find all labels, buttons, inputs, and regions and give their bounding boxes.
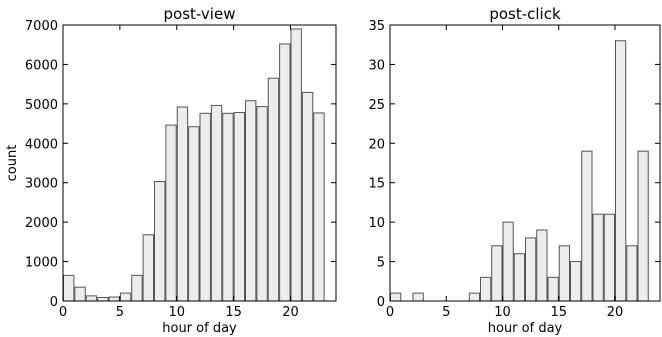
post-view-bar-hour-8 [154,181,166,302]
post-view-bar-hour-3 [97,296,109,302]
post-click-bar-hour-16 [570,261,582,302]
post-click-bar-hour-14 [547,276,559,302]
post-view-axes-frame [62,24,337,302]
post-click-bar-hour-10 [502,221,514,302]
post-click-bars [390,40,649,302]
post-click-bar-hour-11 [513,253,525,302]
post-view-bar-hour-17 [256,106,268,302]
post-view-ylabel: count [5,145,20,182]
post-click-bar-hour-17 [581,150,593,302]
post-click-ytick-label: 15 [368,177,385,192]
post-view-bar-hour-19 [279,43,291,302]
post-view-xtick-label: 20 [282,305,299,320]
post-click-xtick-label: 20 [607,305,624,320]
post-view-bar-hour-2 [85,295,98,302]
post-view-bar-hour-6 [131,274,143,302]
post-click-bar-hour-7 [468,292,480,302]
post-click-ytick-label: 30 [368,58,385,73]
post-view-bar-hour-5 [119,292,132,302]
post-view-bar-hour-0 [63,274,75,302]
post-click-bar-hour-9 [491,245,503,302]
post-view-xtick-label: 10 [168,305,185,320]
post-view-xtick-label: 0 [59,305,67,320]
post-view-bar-hour-1 [74,286,86,302]
post-view-bar-hour-16 [245,100,257,302]
post-click-ticks: 0 5 10 15 20 0 5 10 15 20 25 30 35 [368,19,660,320]
post-click-bar-hour-20 [615,40,627,302]
post-view-ytick-label: 4000 [25,137,58,152]
post-view-ticks: 0 5 10 15 20 0 1000 2000 3000 4000 5000 6000 7000 [25,19,336,320]
post-view-ytick-label: 1000 [25,256,58,271]
post-view-xlabel: hour of day [162,321,237,336]
post-view-ytick-label: 3000 [25,177,58,192]
post-click-panel: post-click hour of day 0 5 10 15 20 0 5 10 15 20 2… [368,5,661,336]
post-view-bar-hour-14 [222,112,234,302]
post-click-xtick-label: 0 [386,305,394,320]
post-click-bar-hour-21 [626,245,638,302]
post-view-ytick-label: 7000 [25,19,58,34]
post-view-bar-hour-12 [199,112,211,302]
post-view-xtick-label: 5 [116,305,124,320]
post-click-bar-hour-18 [592,213,604,302]
post-click-xlabel: hour of day [488,321,563,336]
post-view-title: post-view [164,5,236,23]
post-view-ytick-label: 2000 [25,216,58,231]
post-click-bar-hour-15 [558,245,570,302]
post-click-axes-frame [389,24,661,302]
post-view-bar-hour-15 [233,112,245,302]
post-view-xtick-label: 15 [225,305,242,320]
post-click-ytick-label: 0 [377,295,385,310]
post-view-bar-hour-9 [165,124,177,302]
post-click-ytick-label: 35 [368,19,385,34]
post-view-bar-hour-11 [188,126,200,302]
post-view-bar-hour-18 [267,77,280,302]
post-view-bars [63,28,325,302]
post-view-bar-hour-13 [210,104,223,302]
post-click-ytick-label: 10 [368,216,385,231]
post-click-ytick-label: 25 [368,98,385,113]
post-click-bar-hour-8 [480,276,492,302]
post-view-bar-hour-21 [301,91,314,302]
post-click-bar-hour-13 [536,229,548,302]
post-click-bar-hour-12 [525,237,537,302]
post-click-bar-hour-22 [637,150,649,302]
post-click-ytick-label: 5 [377,256,385,271]
post-click-bar-hour-0 [390,292,402,302]
post-click-bar-hour-2 [412,292,424,302]
post-view-bar-hour-20 [290,28,302,302]
post-click-xtick-label: 10 [494,305,511,320]
post-view-bar-hour-10 [176,106,189,302]
post-view-bar-hour-4 [108,296,120,302]
post-click-ytick-label: 20 [368,137,385,152]
post-view-panel: post-view hour of day count 0 5 10 15 20 0 100… [5,5,337,336]
post-view-bar-hour-7 [142,234,154,302]
post-click-bar-hour-19 [603,213,615,302]
post-click-xtick-label: 15 [550,305,567,320]
post-click-xtick-label: 5 [442,305,450,320]
post-view-bar-hour-22 [313,112,325,302]
post-click-title: post-click [489,5,561,23]
post-view-ytick-label: 0 [50,295,58,310]
post-view-ytick-label: 5000 [25,98,58,113]
post-view-ytick-label: 6000 [25,58,58,73]
